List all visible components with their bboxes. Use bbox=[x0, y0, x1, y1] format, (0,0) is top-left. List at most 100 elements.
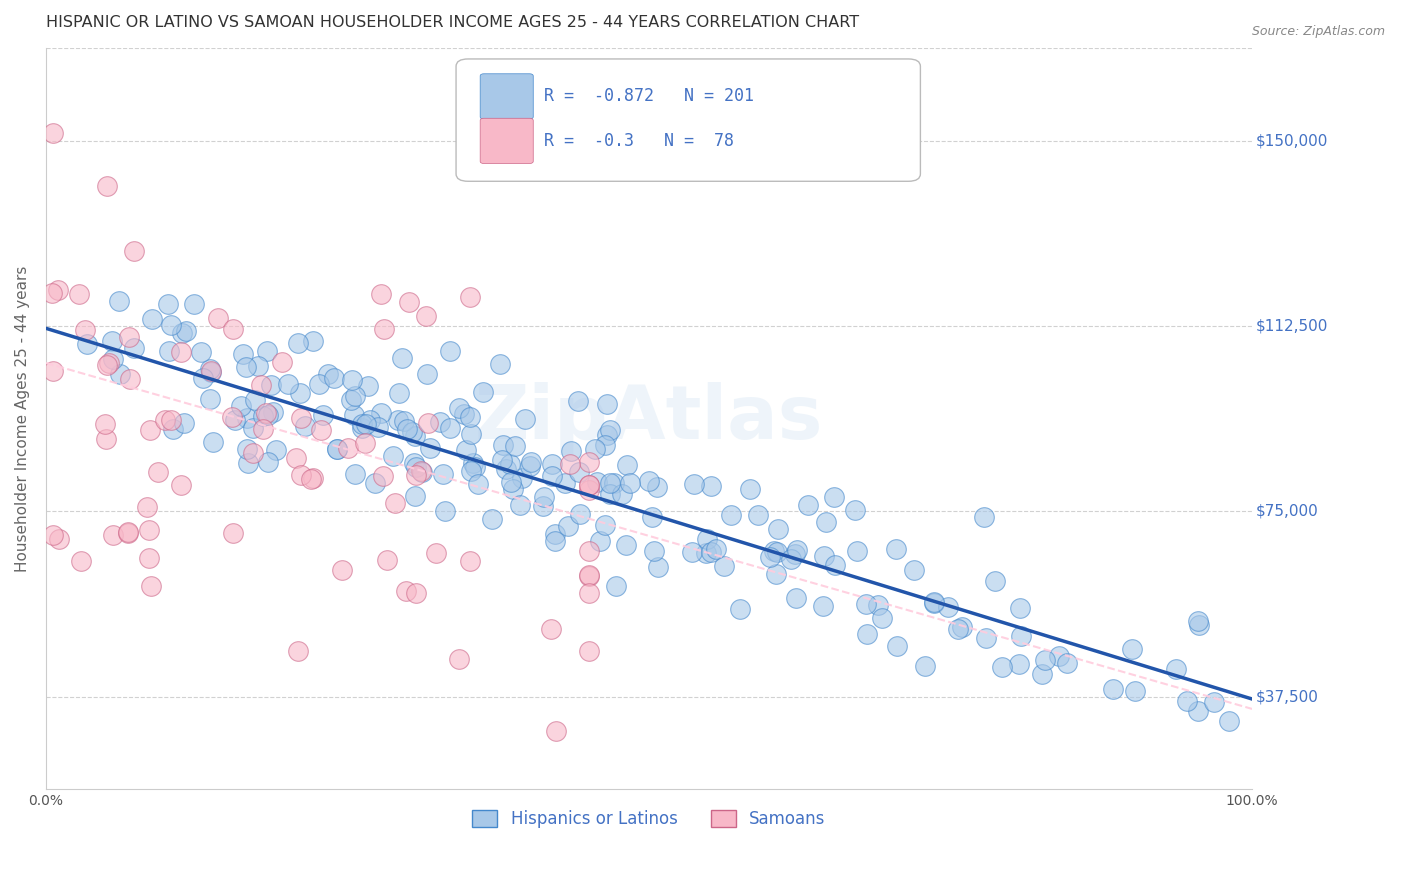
Samoans bbox=[242, 445, 264, 459]
Samoans bbox=[287, 644, 309, 658]
Hispanics or Latinos bbox=[1164, 662, 1187, 676]
Samoans bbox=[540, 622, 562, 636]
Hispanics or Latinos bbox=[495, 462, 517, 476]
Hispanics or Latinos bbox=[540, 457, 562, 471]
Hispanics or Latinos bbox=[950, 620, 973, 634]
Samoans bbox=[122, 244, 145, 258]
Samoans bbox=[405, 586, 427, 600]
Hispanics or Latinos bbox=[262, 405, 284, 419]
Samoans bbox=[139, 578, 162, 592]
Hispanics or Latinos bbox=[190, 344, 212, 359]
Hispanics or Latinos bbox=[200, 365, 222, 379]
Samoans bbox=[96, 359, 118, 373]
Hispanics or Latinos bbox=[738, 482, 761, 496]
Hispanics or Latinos bbox=[391, 351, 413, 366]
Text: R =  -0.3   N =  78: R = -0.3 N = 78 bbox=[544, 131, 734, 150]
Samoans bbox=[139, 423, 162, 437]
Hispanics or Latinos bbox=[1175, 694, 1198, 708]
Samoans bbox=[155, 413, 177, 427]
Hispanics or Latinos bbox=[519, 459, 541, 474]
Hispanics or Latinos bbox=[492, 438, 515, 452]
Hispanics or Latinos bbox=[288, 385, 311, 400]
Hispanics or Latinos bbox=[1008, 657, 1031, 671]
Hispanics or Latinos bbox=[974, 631, 997, 645]
Hispanics or Latinos bbox=[683, 476, 706, 491]
Hispanics or Latinos bbox=[326, 442, 349, 456]
Hispanics or Latinos bbox=[824, 558, 846, 572]
Hispanics or Latinos bbox=[419, 441, 441, 455]
FancyBboxPatch shape bbox=[456, 59, 921, 181]
Hispanics or Latinos bbox=[647, 480, 669, 494]
Hispanics or Latinos bbox=[411, 466, 433, 480]
Samoans bbox=[254, 406, 277, 420]
Hispanics or Latinos bbox=[439, 344, 461, 359]
Hispanics or Latinos bbox=[232, 346, 254, 360]
Hispanics or Latinos bbox=[586, 475, 609, 489]
Hispanics or Latinos bbox=[172, 326, 194, 340]
Samoans bbox=[373, 322, 395, 336]
Hispanics or Latinos bbox=[352, 417, 374, 432]
Hispanics or Latinos bbox=[156, 297, 179, 311]
Hispanics or Latinos bbox=[434, 504, 457, 518]
Hispanics or Latinos bbox=[785, 591, 807, 606]
Hispanics or Latinos bbox=[231, 399, 253, 413]
Samoans bbox=[118, 329, 141, 343]
Samoans bbox=[578, 544, 600, 558]
Samoans bbox=[97, 356, 120, 370]
Samoans bbox=[284, 451, 307, 466]
Hispanics or Latinos bbox=[1204, 695, 1226, 709]
Samoans bbox=[69, 554, 91, 568]
Samoans bbox=[578, 483, 600, 497]
Samoans bbox=[42, 126, 65, 140]
Samoans bbox=[221, 410, 243, 425]
Hispanics or Latinos bbox=[257, 455, 280, 469]
Hispanics or Latinos bbox=[287, 336, 309, 351]
Hispanics or Latinos bbox=[568, 507, 591, 521]
Hispanics or Latinos bbox=[382, 449, 405, 463]
Hispanics or Latinos bbox=[103, 351, 125, 366]
Hispanics or Latinos bbox=[76, 337, 98, 351]
Hispanics or Latinos bbox=[599, 487, 621, 501]
Hispanics or Latinos bbox=[797, 498, 820, 512]
Hispanics or Latinos bbox=[264, 442, 287, 457]
Hispanics or Latinos bbox=[599, 423, 621, 437]
Samoans bbox=[353, 435, 375, 450]
Samoans bbox=[558, 458, 581, 472]
Samoans bbox=[449, 651, 471, 665]
Samoans bbox=[103, 528, 125, 542]
Hispanics or Latinos bbox=[481, 512, 503, 526]
Hispanics or Latinos bbox=[638, 474, 661, 488]
Hispanics or Latinos bbox=[101, 334, 124, 349]
Samoans bbox=[159, 413, 181, 427]
Hispanics or Latinos bbox=[560, 443, 582, 458]
Samoans bbox=[169, 478, 191, 492]
Hispanics or Latinos bbox=[1056, 656, 1078, 670]
Hispanics or Latinos bbox=[157, 344, 180, 359]
Hispanics or Latinos bbox=[460, 426, 482, 441]
Hispanics or Latinos bbox=[747, 508, 769, 522]
Hispanics or Latinos bbox=[340, 392, 363, 407]
Hispanics or Latinos bbox=[1031, 667, 1053, 681]
Hispanics or Latinos bbox=[610, 487, 633, 501]
FancyBboxPatch shape bbox=[481, 119, 533, 163]
Hispanics or Latinos bbox=[356, 417, 378, 431]
Hispanics or Latinos bbox=[242, 421, 264, 435]
Samoans bbox=[458, 290, 481, 304]
Hispanics or Latinos bbox=[870, 611, 893, 625]
Y-axis label: Householder Income Ages 25 - 44 years: Householder Income Ages 25 - 44 years bbox=[15, 265, 30, 572]
Hispanics or Latinos bbox=[402, 456, 425, 470]
Samoans bbox=[578, 478, 600, 492]
Hispanics or Latinos bbox=[343, 408, 366, 422]
Hispanics or Latinos bbox=[531, 499, 554, 513]
Samoans bbox=[301, 472, 323, 486]
Samoans bbox=[94, 417, 117, 432]
Hispanics or Latinos bbox=[510, 471, 533, 485]
Hispanics or Latinos bbox=[174, 324, 197, 338]
Hispanics or Latinos bbox=[509, 498, 531, 512]
Text: R =  -0.872   N = 201: R = -0.872 N = 201 bbox=[544, 87, 754, 105]
Samoans bbox=[222, 525, 245, 540]
Hispanics or Latinos bbox=[815, 515, 838, 529]
Hispanics or Latinos bbox=[350, 421, 373, 435]
Hispanics or Latinos bbox=[224, 413, 246, 427]
Samoans bbox=[460, 554, 482, 568]
